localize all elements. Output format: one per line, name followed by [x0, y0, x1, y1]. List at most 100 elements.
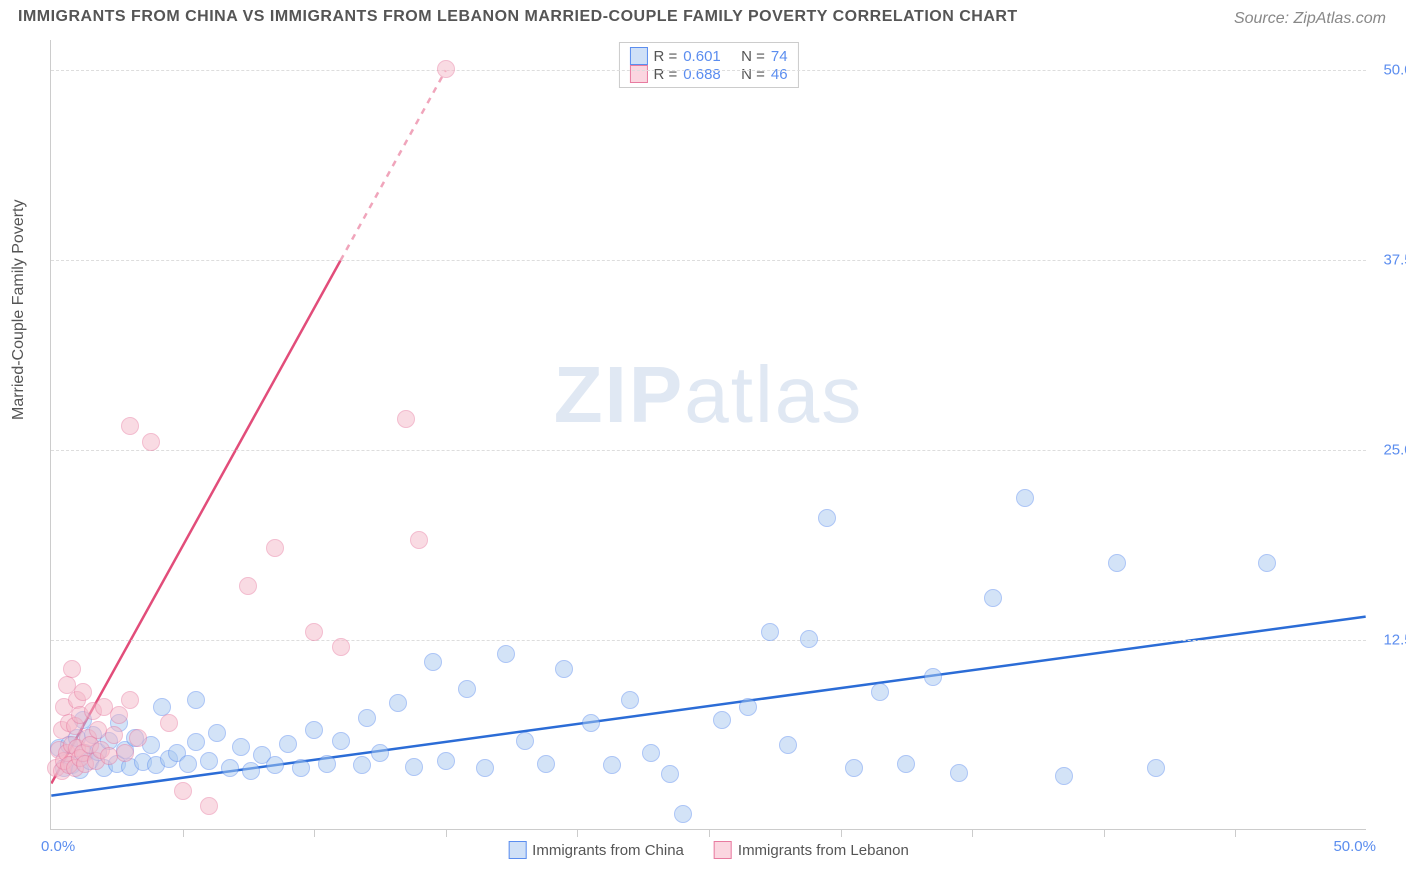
data-point — [458, 680, 476, 698]
data-point — [437, 752, 455, 770]
data-point — [582, 714, 600, 732]
data-point — [516, 732, 534, 750]
legend-series: Immigrants from China Immigrants from Leb… — [508, 841, 909, 859]
n-label: N = — [741, 66, 765, 83]
data-point — [121, 417, 139, 435]
data-point — [129, 729, 147, 747]
data-point — [187, 691, 205, 709]
data-point — [603, 756, 621, 774]
data-point — [160, 714, 178, 732]
legend-label: Immigrants from Lebanon — [738, 842, 909, 859]
legend-label: Immigrants from China — [532, 842, 684, 859]
data-point — [1016, 489, 1034, 507]
gridline — [51, 260, 1366, 261]
data-point — [266, 756, 284, 774]
legend-swatch — [508, 841, 526, 859]
data-point — [437, 60, 455, 78]
data-point — [661, 765, 679, 783]
data-point — [555, 660, 573, 678]
data-point — [897, 755, 915, 773]
n-label: N = — [741, 48, 765, 65]
data-point — [279, 735, 297, 753]
data-point — [232, 738, 250, 756]
x-tick — [577, 829, 578, 837]
data-point — [476, 759, 494, 777]
chart-area: ZIPatlas R =0.601 N =74R =0.688 N =46 Im… — [50, 40, 1366, 830]
data-point — [332, 732, 350, 750]
data-point — [305, 623, 323, 641]
data-point — [642, 744, 660, 762]
legend-swatch — [714, 841, 732, 859]
data-point — [242, 762, 260, 780]
legend-item: Immigrants from China — [508, 841, 684, 859]
legend-swatch — [629, 65, 647, 83]
source-label: Source: ZipAtlas.com — [1234, 10, 1386, 28]
data-point — [621, 691, 639, 709]
data-point — [1258, 554, 1276, 572]
data-point — [200, 797, 218, 815]
data-point — [984, 589, 1002, 607]
data-point — [239, 577, 257, 595]
data-point — [761, 623, 779, 641]
x-tick — [841, 829, 842, 837]
data-point — [845, 759, 863, 777]
data-point — [142, 433, 160, 451]
gridline — [51, 450, 1366, 451]
x-origin-label: 0.0% — [41, 838, 75, 855]
r-label: R = — [653, 66, 677, 83]
data-point — [74, 683, 92, 701]
y-tick-label: 12.5% — [1383, 632, 1406, 649]
data-point — [950, 764, 968, 782]
data-point — [779, 736, 797, 754]
data-point — [208, 724, 226, 742]
legend-stats: R = 0.601 N = 74 R = 0.688 N = 46 — [618, 42, 798, 88]
data-point — [389, 694, 407, 712]
data-point — [674, 805, 692, 823]
data-point — [332, 638, 350, 656]
legend-stat-row: R = 0.688 N = 46 — [629, 65, 787, 83]
y-tick-label: 25.0% — [1383, 442, 1406, 459]
r-label: R = — [653, 48, 677, 65]
data-point — [63, 660, 81, 678]
x-max-label: 50.0% — [1333, 838, 1376, 855]
data-point — [266, 539, 284, 557]
data-point — [1055, 767, 1073, 785]
gridline — [51, 640, 1366, 641]
data-point — [358, 709, 376, 727]
n-value: 46 — [771, 66, 788, 83]
watermark: ZIPatlas — [554, 349, 863, 441]
y-tick-label: 50.0% — [1383, 62, 1406, 79]
x-tick — [314, 829, 315, 837]
data-point — [105, 726, 123, 744]
data-point — [1108, 554, 1126, 572]
data-point — [405, 758, 423, 776]
data-point — [221, 759, 239, 777]
chart-title: IMMIGRANTS FROM CHINA VS IMMIGRANTS FROM… — [18, 8, 1018, 26]
n-value: 74 — [771, 48, 788, 65]
data-point — [537, 755, 555, 773]
data-point — [116, 744, 134, 762]
data-point — [818, 509, 836, 527]
data-point — [179, 755, 197, 773]
data-point — [305, 721, 323, 739]
data-point — [110, 706, 128, 724]
data-point — [410, 531, 428, 549]
data-point — [424, 653, 442, 671]
data-point — [497, 645, 515, 663]
data-point — [1147, 759, 1165, 777]
legend-item: Immigrants from Lebanon — [714, 841, 909, 859]
data-point — [121, 691, 139, 709]
data-point — [200, 752, 218, 770]
x-tick — [972, 829, 973, 837]
x-tick — [1235, 829, 1236, 837]
data-point — [353, 756, 371, 774]
data-point — [397, 410, 415, 428]
data-point — [292, 759, 310, 777]
r-value: 0.601 — [683, 48, 721, 65]
gridline — [51, 70, 1366, 71]
r-value: 0.688 — [683, 66, 721, 83]
x-tick — [709, 829, 710, 837]
y-axis-label: Married-Couple Family Poverty — [10, 199, 28, 420]
data-point — [187, 733, 205, 751]
x-tick — [446, 829, 447, 837]
